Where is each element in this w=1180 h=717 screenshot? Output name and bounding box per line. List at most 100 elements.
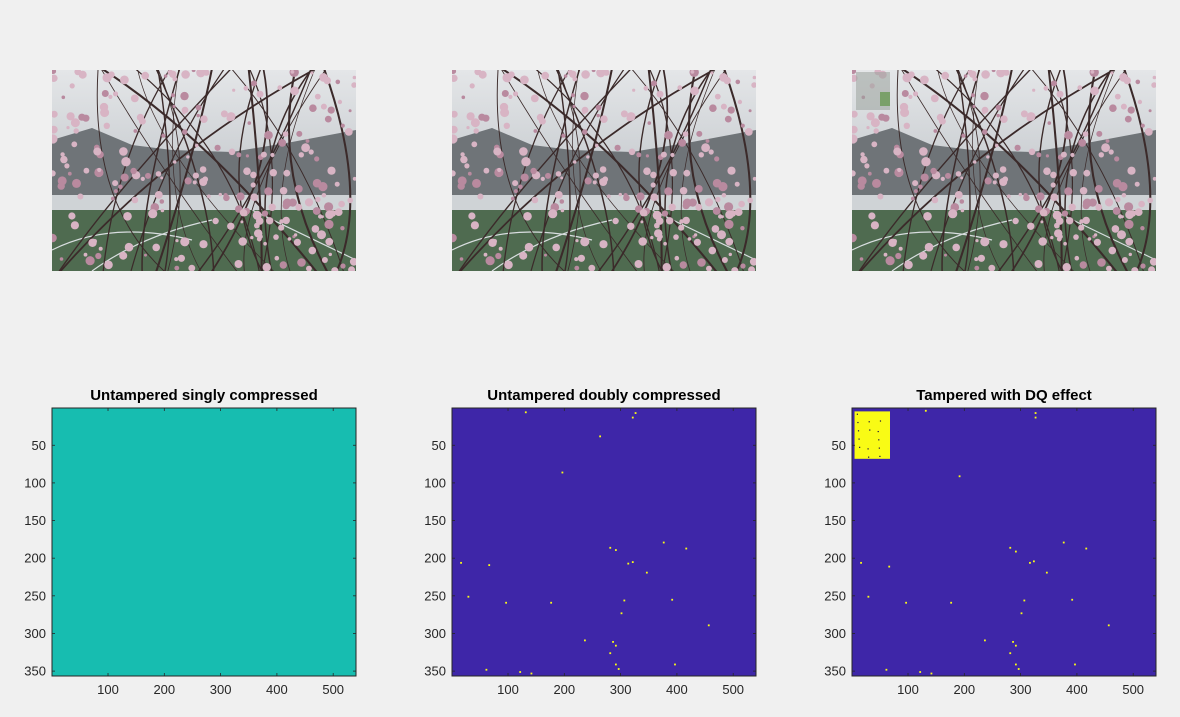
speckle	[485, 668, 488, 671]
speckle	[1034, 416, 1037, 419]
dq-map-svg: 100 200 300 400 500 50 100 150 200 250 300 350	[424, 407, 757, 697]
region-fleck	[878, 447, 880, 449]
region-fleck	[879, 420, 882, 422]
speckle	[1071, 598, 1074, 601]
speckle	[674, 663, 676, 666]
speckle	[924, 409, 927, 412]
x-tick-label: 500	[722, 682, 744, 697]
region-fleck	[879, 455, 881, 458]
region-fleck	[857, 421, 859, 424]
speckle	[1014, 644, 1017, 647]
y-tick-label: 50	[832, 438, 846, 453]
y-tick-label: 350	[824, 664, 846, 679]
speckle	[662, 541, 665, 544]
y-tick-label: 50	[432, 438, 446, 453]
tampered-region	[854, 411, 890, 459]
x-tick-label: 200	[953, 682, 975, 697]
x-tick-label: 300	[210, 682, 232, 697]
speckle	[1014, 550, 1017, 553]
speckle	[634, 412, 637, 414]
y-tick-label: 300	[824, 626, 846, 641]
speckle	[1009, 546, 1012, 549]
x-tick-label: 300	[1010, 682, 1032, 697]
y-tick-label: 50	[32, 438, 46, 453]
map-axes-tampered: 100 200 300 400 500 50 100 150 200 250 300 350	[824, 407, 1157, 697]
speckle	[609, 546, 612, 549]
speckle	[671, 598, 674, 601]
region-fleck	[868, 456, 870, 458]
y-tick-label: 300	[424, 626, 446, 641]
x-tick-label: 400	[1066, 682, 1088, 697]
speckle	[612, 640, 614, 643]
x-tick-label: 100	[497, 682, 519, 697]
speckle	[614, 663, 617, 666]
dq-map-svg: 100 200 300 400 500 50 100 150 200 250 300 350	[24, 407, 357, 697]
speckle	[1014, 663, 1017, 666]
speckle	[885, 668, 888, 671]
speckle	[685, 547, 688, 550]
y-tick-label: 150	[24, 513, 46, 528]
map-title-tampered: Tampered with DQ effect	[916, 387, 1092, 404]
axes-frame	[51, 407, 357, 677]
region-fleck	[867, 448, 869, 450]
speckle	[984, 639, 986, 642]
axes-frame	[851, 407, 1157, 677]
x-tick-label: 200	[553, 682, 575, 697]
speckle	[1020, 612, 1023, 615]
y-tick-label: 200	[824, 551, 846, 566]
x-tick-label: 500	[1122, 682, 1144, 697]
doubly-compressed-photo	[452, 70, 756, 271]
y-tick-label: 200	[424, 551, 446, 566]
region-fleck	[859, 446, 861, 448]
speckle	[631, 416, 634, 419]
speckle	[524, 411, 527, 414]
x-tick-label: 100	[97, 682, 119, 697]
y-tick-label: 100	[424, 475, 446, 490]
speckle	[609, 652, 612, 655]
speckle	[631, 561, 634, 563]
speckle	[530, 672, 533, 675]
x-tick-label: 200	[153, 682, 175, 697]
y-tick-label: 100	[24, 475, 46, 490]
y-tick-label: 300	[24, 626, 46, 641]
x-tick-label: 500	[322, 682, 344, 697]
tampered-photo	[852, 70, 1156, 271]
speckle	[950, 601, 953, 604]
y-tick-label: 150	[424, 513, 446, 528]
map-axes-doubly: 100 200 300 400 500 50 100 150 200 250 300 350	[424, 407, 757, 697]
speckle	[1023, 599, 1026, 602]
speckle	[1062, 541, 1065, 544]
speckle	[614, 644, 617, 647]
original-photo	[52, 70, 356, 271]
speckle	[930, 672, 933, 675]
map-title-doubly: Untampered doubly compressed	[487, 387, 721, 404]
speckle	[958, 475, 961, 478]
x-tick-label: 300	[610, 682, 632, 697]
map-background	[52, 408, 356, 676]
y-tick-label: 350	[24, 664, 46, 679]
region-fleck	[878, 439, 880, 441]
speckle	[620, 612, 623, 615]
speckle	[1032, 560, 1035, 563]
speckle	[614, 549, 617, 551]
speckle	[645, 571, 648, 574]
speckle	[467, 595, 470, 598]
x-tick-label: 100	[897, 682, 919, 697]
speckle	[1029, 561, 1031, 564]
x-tick-label: 400	[666, 682, 688, 697]
dq-map-svg: 100 200 300 400 500 50 100 150 200 250 300 350	[824, 407, 1157, 697]
speckle	[623, 599, 626, 602]
speckle	[1009, 652, 1012, 655]
speckle	[561, 471, 564, 474]
region-fleck	[868, 421, 870, 423]
speckle	[1074, 663, 1076, 666]
map-title-singly: Untampered singly compressed	[90, 387, 318, 404]
speckle	[1045, 571, 1048, 574]
speckle	[584, 639, 586, 642]
region-fleck	[857, 430, 860, 432]
map-background	[852, 408, 1156, 676]
region-fleck	[858, 438, 860, 440]
speckle	[707, 624, 710, 627]
region-fleck	[856, 413, 858, 415]
region-fleck	[869, 429, 871, 431]
